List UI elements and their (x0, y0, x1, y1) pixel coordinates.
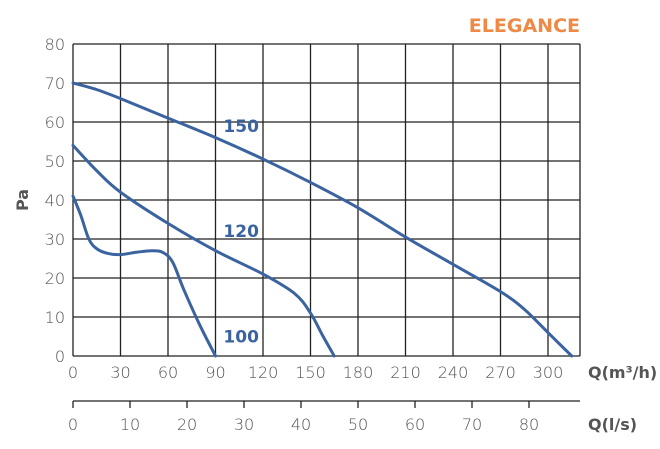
curve-label-120: 120 (223, 222, 259, 242)
y-tick-label: 60 (45, 113, 65, 132)
x-tick-label: 120 (248, 363, 279, 382)
y-tick-label: 10 (45, 308, 65, 327)
secondary-tick-label: 0 (68, 415, 78, 434)
secondary-x-axis-label: Q(l/s) (588, 415, 637, 434)
x-tick-label: 180 (343, 363, 374, 382)
x-axis-ticks: 0 30 60 90 120 150 180 210 240 270 300 (68, 363, 563, 382)
secondary-tick-label: 30 (234, 415, 254, 434)
secondary-x-axis: 0 10 20 30 40 50 60 70 80 (68, 400, 580, 434)
x-axis-label: Q(m³/h) (588, 363, 657, 382)
y-tick-label: 80 (45, 35, 65, 54)
secondary-tick-label: 40 (291, 415, 311, 434)
secondary-tick-label: 20 (177, 415, 197, 434)
x-tick-label: 150 (295, 363, 326, 382)
curve-label-100: 100 (223, 328, 259, 348)
performance-curves (71, 81, 574, 358)
brand-title: ELEGANCE (469, 15, 580, 37)
y-axis-label: Pa (13, 189, 32, 211)
curve-label-150: 150 (223, 117, 259, 137)
y-tick-label: 20 (45, 269, 65, 288)
x-tick-label: 90 (205, 363, 225, 382)
y-axis-ticks: 0 10 20 30 40 50 60 70 80 (45, 35, 65, 366)
y-tick-label: 70 (45, 74, 65, 93)
secondary-tick-label: 50 (348, 415, 368, 434)
secondary-tick-label: 60 (405, 415, 425, 434)
curve-150 (71, 81, 574, 358)
plot-grid (72, 43, 581, 357)
y-tick-label: 40 (45, 191, 65, 210)
x-tick-label: 240 (438, 363, 469, 382)
x-tick-label: 300 (533, 363, 564, 382)
secondary-tick-label: 70 (462, 415, 482, 434)
curve-120 (71, 143, 336, 358)
x-tick-label: 60 (158, 363, 178, 382)
curve-labels: 150 120 100 (223, 117, 259, 348)
x-tick-label: 0 (68, 363, 78, 382)
y-tick-label: 0 (55, 347, 65, 366)
secondary-tick-label: 10 (120, 415, 140, 434)
x-tick-label: 210 (390, 363, 421, 382)
y-tick-label: 30 (45, 230, 65, 249)
x-tick-label: 30 (110, 363, 130, 382)
y-tick-label: 50 (45, 152, 65, 171)
x-tick-label: 270 (485, 363, 516, 382)
secondary-tick-label: 80 (519, 415, 539, 434)
curve-100 (71, 194, 217, 358)
